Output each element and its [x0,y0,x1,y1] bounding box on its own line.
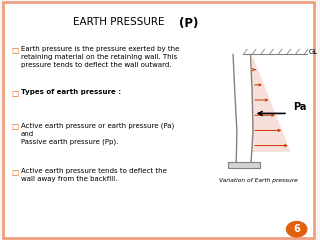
Polygon shape [252,54,291,152]
Text: Pa: Pa [293,102,306,112]
Text: GL: GL [309,49,318,55]
Circle shape [286,222,307,237]
Text: Earth pressure is the pressure exerted by the
retaining material on the retainin: Earth pressure is the pressure exerted b… [20,46,179,68]
Text: 6: 6 [293,224,300,234]
Text: Types of earth pressure :: Types of earth pressure : [20,89,121,95]
Text: Variation of Earth pressure: Variation of Earth pressure [219,178,298,183]
Text: (P): (P) [179,17,198,30]
Text: □: □ [11,46,18,55]
Text: □: □ [11,122,18,132]
Text: □: □ [11,168,18,177]
Text: Active earth pressure or earth pressure (Pa)
and
Passive earth pressure (Pp).: Active earth pressure or earth pressure … [20,122,174,145]
Bar [228,162,260,168]
Text: □: □ [11,89,18,98]
Text: EARTH PRESSURE: EARTH PRESSURE [73,17,168,27]
Text: Active earth pressure tends to deflect the
wall away from the backfill.: Active earth pressure tends to deflect t… [20,168,166,182]
